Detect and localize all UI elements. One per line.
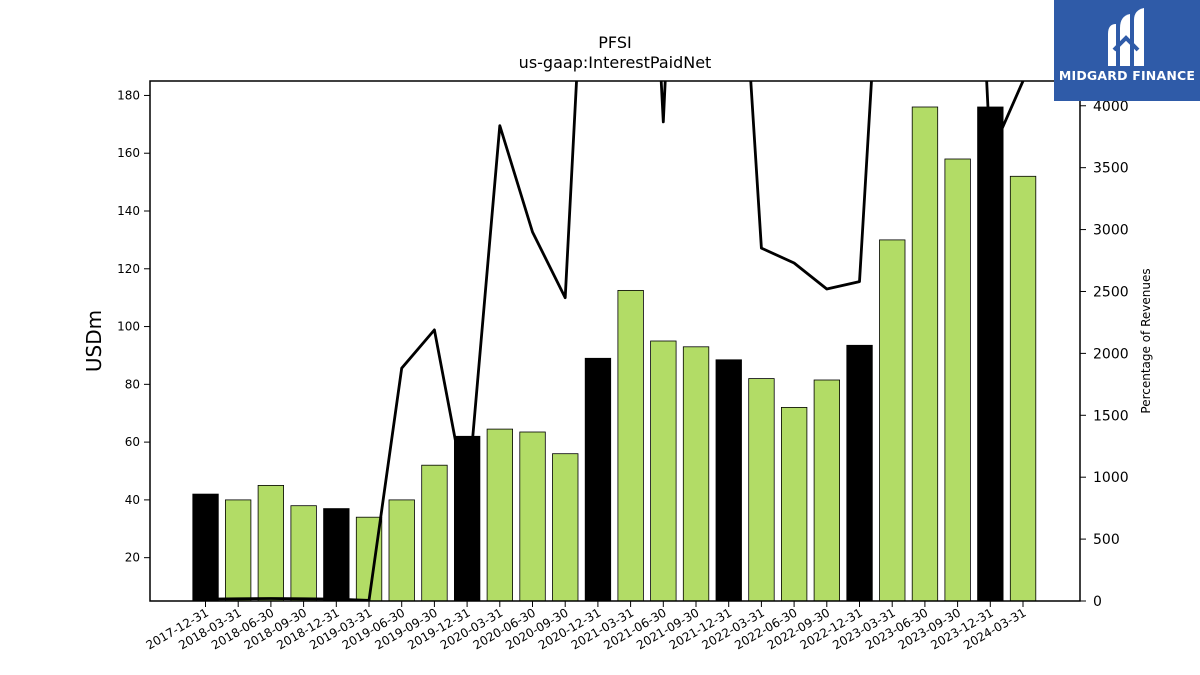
bar-2020-12-31: [584, 357, 612, 602]
series-line: [205, 81, 1025, 601]
bar-2023-06-30: [911, 106, 939, 602]
y-axis-right: 0 500 1000 1500 2000 2500 3000 3500 4000: [1080, 99, 1129, 610]
bar-2022-12-31: [846, 344, 873, 602]
bar-2023-03-31: [879, 239, 906, 602]
bars-group: [192, 106, 1037, 602]
y-right-tick-label: 1500: [1093, 408, 1129, 424]
y-axis-right-label: Percentage of Revenues: [1139, 268, 1153, 413]
bar-2018-06-30: [257, 484, 285, 602]
bar-2024-03-31: [1009, 175, 1037, 602]
y-axis-label: USDm: [82, 310, 106, 372]
y-right-tick-label: 2000: [1093, 346, 1129, 362]
y-right-tick-label: 3000: [1093, 223, 1129, 239]
logo-text: MIDGARD FINANCE: [1058, 68, 1196, 83]
bar-2017-12-31: [192, 493, 219, 602]
bar-2021-06-30: [650, 340, 677, 602]
bar-2023-12-31: [977, 106, 1004, 602]
bar-2022-06-30: [781, 406, 808, 602]
bar-2019-06-30: [388, 499, 415, 602]
chart-subtitle: us-gaap:InterestPaidNet: [519, 53, 712, 72]
bar-2020-06-30: [519, 431, 546, 602]
y-right-tick-label: 2500: [1093, 284, 1129, 300]
line-group: [205, 81, 1025, 601]
y-tick-label: 160: [117, 146, 140, 160]
y-tick-label: 20: [125, 551, 140, 565]
y-right-tick-label: 1000: [1093, 470, 1129, 486]
bar-2021-12-31: [715, 359, 742, 602]
y-right-tick-label: 4000: [1093, 99, 1129, 115]
y-right-tick-label: 0: [1093, 594, 1102, 610]
bar-2019-09-30: [421, 464, 448, 602]
y-tick-label: 40: [125, 493, 140, 507]
logo: MIDGARD FINANCE: [1054, 0, 1200, 101]
bar-2020-09-30: [552, 453, 579, 602]
y-axis-left: 20 40 60 80 100 120 140 160 180: [117, 88, 150, 565]
midgard-m-logo-icon: [1108, 8, 1144, 66]
y-tick-label: 100: [117, 320, 140, 334]
y-tick-label: 120: [117, 262, 140, 276]
chart-title: PFSI: [598, 33, 631, 52]
bar-2023-09-30: [944, 158, 971, 602]
bar-2021-09-30: [682, 346, 710, 602]
bar-2022-09-30: [813, 379, 840, 602]
y-right-tick-label: 3500: [1093, 161, 1129, 177]
plot-frame: [149, 80, 1081, 602]
y-tick-label: 180: [117, 88, 140, 102]
bar-2021-03-31: [617, 289, 644, 602]
bar-2018-09-30: [290, 505, 317, 602]
bar-2018-12-31: [323, 508, 350, 602]
x-axis: 2017-12-312018-03-312018-06-302018-09-30…: [144, 601, 1029, 652]
bar-2018-03-31: [224, 499, 252, 602]
y-tick-label: 60: [125, 435, 140, 449]
bar-2022-03-31: [748, 378, 775, 602]
y-tick-label: 80: [125, 377, 140, 391]
bar-2020-03-31: [486, 428, 514, 602]
y-right-tick-label: 500: [1093, 532, 1120, 548]
y-tick-label: 140: [117, 204, 140, 218]
